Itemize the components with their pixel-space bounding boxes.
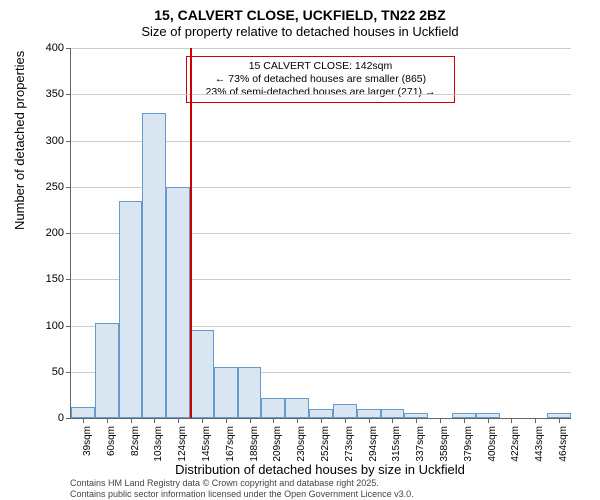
chart-container: 15, CALVERT CLOSE, UCKFIELD, TN22 2BZ Si… xyxy=(0,0,600,500)
ytick-label: 150 xyxy=(34,273,64,285)
bar xyxy=(333,404,357,418)
chart-title: 15, CALVERT CLOSE, UCKFIELD, TN22 2BZ xyxy=(0,0,600,24)
bar xyxy=(71,407,95,418)
xtick-label: 167sqm xyxy=(225,426,236,466)
y-axis-label: Number of detached properties xyxy=(12,51,27,230)
xtick-label: 294sqm xyxy=(368,426,379,466)
ytick-mark xyxy=(66,233,71,234)
xtick-mark xyxy=(416,418,417,423)
xtick-label: 464sqm xyxy=(558,426,569,466)
xtick-label: 443sqm xyxy=(534,426,545,466)
annotation-line: 15 CALVERT CLOSE: 142sqm xyxy=(193,60,448,73)
bar xyxy=(190,330,214,418)
annotation-line: 23% of semi-detached houses are larger (… xyxy=(193,86,448,99)
attribution-line: Contains public sector information licen… xyxy=(70,489,414,500)
xtick-mark xyxy=(226,418,227,423)
xtick-label: 358sqm xyxy=(439,426,450,466)
bar xyxy=(357,409,381,418)
ytick-label: 400 xyxy=(34,42,64,54)
attribution-line: Contains HM Land Registry data © Crown c… xyxy=(70,478,414,489)
gridline xyxy=(71,94,571,95)
xtick-label: 39sqm xyxy=(82,426,93,466)
bar xyxy=(285,398,309,418)
xtick-mark xyxy=(321,418,322,423)
xtick-mark xyxy=(440,418,441,423)
xtick-mark xyxy=(202,418,203,423)
xtick-label: 337sqm xyxy=(415,426,426,466)
bar xyxy=(142,113,166,418)
reference-line xyxy=(190,48,192,418)
xtick-label: 82sqm xyxy=(130,426,141,466)
xtick-label: 209sqm xyxy=(272,426,283,466)
chart-subtitle: Size of property relative to detached ho… xyxy=(0,24,600,41)
bar xyxy=(214,367,238,418)
ytick-label: 200 xyxy=(34,227,64,239)
ytick-label: 350 xyxy=(34,88,64,100)
bar xyxy=(309,409,333,418)
xtick-label: 273sqm xyxy=(344,426,355,466)
ytick-mark xyxy=(66,187,71,188)
xtick-mark xyxy=(107,418,108,423)
xtick-mark xyxy=(511,418,512,423)
ytick-label: 300 xyxy=(34,135,64,147)
bar xyxy=(238,367,262,418)
xtick-label: 145sqm xyxy=(201,426,212,466)
bar xyxy=(119,201,143,418)
plot-area: 15 CALVERT CLOSE: 142sqm ← 73% of detach… xyxy=(70,48,571,419)
bar xyxy=(381,409,405,418)
xtick-mark xyxy=(131,418,132,423)
xtick-label: 103sqm xyxy=(153,426,164,466)
ytick-mark xyxy=(66,141,71,142)
xtick-label: 230sqm xyxy=(296,426,307,466)
xtick-mark xyxy=(178,418,179,423)
xtick-label: 252sqm xyxy=(320,426,331,466)
ytick-label: 100 xyxy=(34,320,64,332)
ytick-label: 250 xyxy=(34,181,64,193)
bar xyxy=(95,323,119,418)
xtick-label: 124sqm xyxy=(177,426,188,466)
xtick-mark xyxy=(369,418,370,423)
xtick-mark xyxy=(535,418,536,423)
ytick-label: 0 xyxy=(34,412,64,424)
ytick-mark xyxy=(66,48,71,49)
xtick-label: 315sqm xyxy=(391,426,402,466)
xtick-label: 422sqm xyxy=(510,426,521,466)
xtick-mark xyxy=(273,418,274,423)
xtick-mark xyxy=(559,418,560,423)
bar xyxy=(261,398,285,418)
annotation-line: ← 73% of detached houses are smaller (86… xyxy=(193,73,448,86)
ytick-mark xyxy=(66,326,71,327)
bar xyxy=(166,187,190,418)
xtick-label: 400sqm xyxy=(487,426,498,466)
xtick-mark xyxy=(154,418,155,423)
annotation-box: 15 CALVERT CLOSE: 142sqm ← 73% of detach… xyxy=(186,56,455,103)
ytick-label: 50 xyxy=(34,366,64,378)
xtick-label: 60sqm xyxy=(106,426,117,466)
ytick-mark xyxy=(66,94,71,95)
xtick-mark xyxy=(488,418,489,423)
ytick-mark xyxy=(66,279,71,280)
xtick-mark xyxy=(392,418,393,423)
xtick-mark xyxy=(297,418,298,423)
xtick-mark xyxy=(464,418,465,423)
attribution-text: Contains HM Land Registry data © Crown c… xyxy=(70,478,414,500)
gridline xyxy=(71,48,571,49)
xtick-label: 188sqm xyxy=(249,426,260,466)
ytick-mark xyxy=(66,418,71,419)
xtick-mark xyxy=(345,418,346,423)
xtick-mark xyxy=(250,418,251,423)
ytick-mark xyxy=(66,372,71,373)
xtick-mark xyxy=(83,418,84,423)
xtick-label: 379sqm xyxy=(463,426,474,466)
